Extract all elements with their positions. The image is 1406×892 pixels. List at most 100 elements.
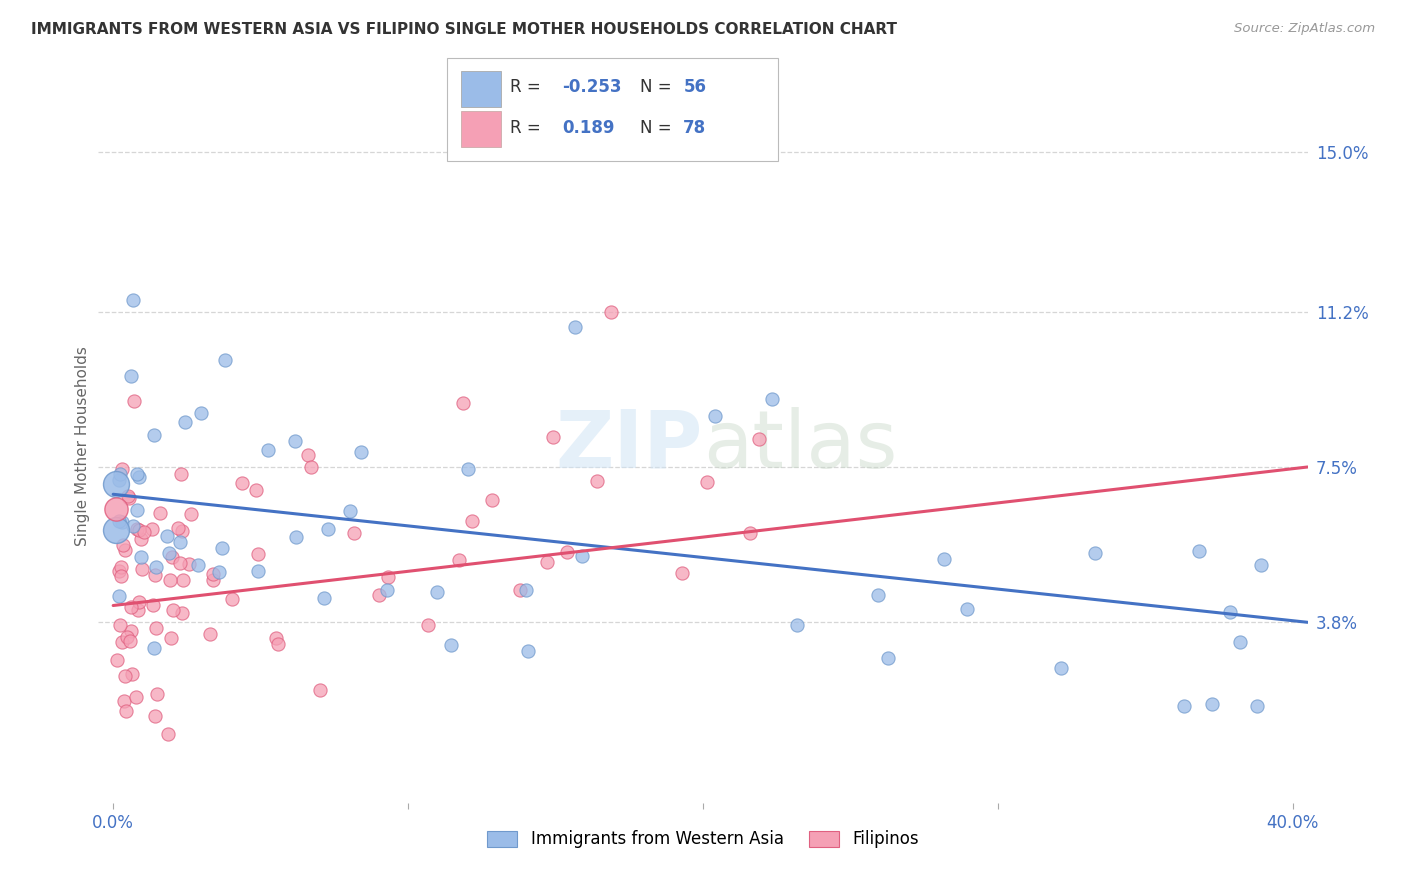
Point [202,567,225,582]
Point [174,416,197,430]
Point [481,492,503,507]
Legend: Immigrants from Western Asia, Filipinos: Immigrants from Western Asia, Filipinos [481,824,925,855]
Point [316,522,339,536]
Point [115,630,138,644]
Point [704,409,727,424]
Point [738,525,761,540]
Point [172,607,194,621]
Text: 56: 56 [683,78,706,96]
Point [509,583,531,598]
Point [159,573,181,587]
Point [350,445,373,459]
Text: IMMIGRANTS FROM WESTERN ASIA VS FILIPINO SINGLE MOTHER HOUSEHOLDS CORRELATION CH: IMMIGRANTS FROM WESTERN ASIA VS FILIPINO… [31,22,897,37]
Point [160,550,183,565]
Point [143,568,166,582]
Point [125,467,148,481]
Point [146,687,169,701]
Point [571,549,593,563]
Point [536,555,558,569]
Point [128,595,150,609]
Point [180,507,202,521]
Point [108,565,131,579]
Point [110,569,132,583]
Y-axis label: Single Mother Households: Single Mother Households [75,346,90,546]
Point [111,538,134,552]
Point [110,559,132,574]
Point [127,603,149,617]
Point [108,514,131,528]
Point [142,428,165,442]
Point [141,522,163,536]
Point [516,644,538,658]
Point [145,560,167,574]
Point [156,529,179,543]
Point [299,460,322,475]
Point [131,550,153,565]
Point [1201,698,1223,712]
Point [125,503,148,517]
Point [156,727,179,741]
Point [108,473,131,487]
Point [142,640,165,655]
Point [866,588,889,602]
Point [112,693,135,707]
Point [105,523,128,537]
Point [564,319,586,334]
Point [555,545,578,559]
Point [169,467,191,482]
Point [177,557,200,571]
Point [187,558,209,573]
Point [1246,699,1268,714]
Point [786,617,808,632]
Point [956,602,979,616]
Point [143,708,166,723]
Point [120,368,142,383]
Point [515,582,537,597]
Point [122,393,145,408]
Text: 78: 78 [683,119,706,136]
Text: N =: N = [640,78,676,96]
Point [600,304,623,318]
Point [142,598,165,612]
Point [343,526,366,541]
Point [128,523,150,537]
Point [671,566,693,581]
Point [201,573,224,587]
Point [190,406,212,420]
Point [120,624,142,638]
Point [208,566,231,580]
Point [122,519,145,533]
Point [377,570,399,584]
Point [339,503,361,517]
Point [145,621,167,635]
Point [934,552,956,566]
Point [108,589,131,603]
Point [312,591,335,605]
Point [125,522,148,536]
Point [1229,635,1251,649]
Point [541,430,564,444]
Point [105,653,128,667]
Point [121,667,143,681]
Point [586,474,609,488]
Point [111,634,134,648]
Point [257,442,280,457]
Point [231,475,253,490]
Point [172,573,194,587]
Point [375,582,398,597]
Text: Source: ZipAtlas.com: Source: ZipAtlas.com [1234,22,1375,36]
Point [105,502,128,516]
Point [124,690,146,705]
Point [110,467,132,482]
Point [214,352,236,367]
Point [1250,558,1272,572]
Point [114,669,136,683]
Point [169,556,191,570]
Text: 0.189: 0.189 [562,119,614,136]
Point [211,541,233,555]
Point [245,483,267,497]
Point [128,470,150,484]
Point [115,704,138,718]
Text: R =: R = [510,78,547,96]
Point [266,636,288,650]
